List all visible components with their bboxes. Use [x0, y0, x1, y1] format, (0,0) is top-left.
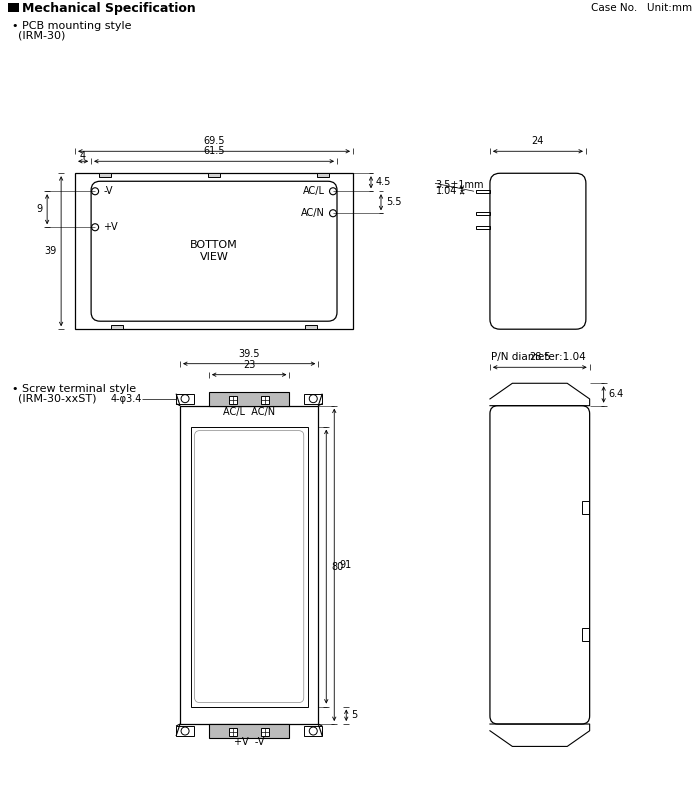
Text: • Screw terminal style: • Screw terminal style: [12, 384, 136, 394]
Text: 6.4: 6.4: [608, 389, 624, 400]
Bar: [208, 173, 220, 177]
Bar: [305, 325, 317, 329]
Text: 23: 23: [243, 360, 256, 370]
Text: 80: 80: [331, 562, 344, 571]
Text: AC/L: AC/L: [303, 186, 325, 197]
Bar: [304, 394, 322, 403]
Text: BOTTOM
VIEW: BOTTOM VIEW: [190, 240, 238, 262]
Bar: [582, 501, 589, 514]
Text: -V: -V: [103, 186, 113, 197]
Text: 39: 39: [44, 246, 56, 256]
Text: P/N diameter:1.04: P/N diameter:1.04: [491, 352, 585, 362]
Text: 4-φ3.4: 4-φ3.4: [111, 394, 142, 403]
Bar: [229, 396, 237, 403]
Bar: [209, 392, 289, 406]
Text: 61.5: 61.5: [203, 146, 225, 157]
Bar: [180, 406, 318, 724]
Bar: [8, 3, 19, 12]
Text: +V: +V: [103, 222, 118, 233]
Text: 5: 5: [351, 710, 358, 720]
Text: +V  -V: +V -V: [234, 737, 265, 747]
Bar: [209, 724, 289, 738]
Bar: [176, 726, 194, 736]
Text: 69.5: 69.5: [203, 137, 225, 146]
Text: 9: 9: [36, 205, 42, 214]
Text: 28.5: 28.5: [529, 352, 551, 362]
Bar: [582, 628, 589, 642]
Bar: [317, 173, 329, 177]
Bar: [176, 394, 194, 403]
Text: 4: 4: [80, 151, 86, 161]
Text: 91: 91: [340, 560, 351, 570]
Text: AC/L  AC/N: AC/L AC/N: [223, 407, 275, 416]
Bar: [190, 427, 308, 706]
Text: 39.5: 39.5: [239, 348, 260, 359]
Bar: [261, 396, 270, 403]
Text: 3.5±1mm: 3.5±1mm: [435, 181, 484, 190]
Bar: [111, 325, 123, 329]
Bar: [476, 212, 490, 215]
Text: (IRM-30): (IRM-30): [18, 30, 66, 40]
Bar: [75, 173, 353, 329]
Text: 4.5: 4.5: [376, 177, 391, 187]
Bar: [261, 728, 270, 736]
Bar: [229, 728, 237, 736]
Text: • PCB mounting style: • PCB mounting style: [12, 22, 132, 31]
Text: 5.5: 5.5: [386, 197, 402, 207]
Bar: [304, 726, 322, 736]
Bar: [99, 173, 111, 177]
Text: Mechanical Specification: Mechanical Specification: [22, 2, 196, 15]
Bar: [476, 189, 490, 193]
Text: 24: 24: [532, 137, 544, 146]
Text: AC/N: AC/N: [301, 209, 325, 218]
Bar: [476, 226, 490, 229]
Text: (IRM-30-xxST): (IRM-30-xxST): [18, 393, 97, 403]
Text: Case No.   Unit:mm: Case No. Unit:mm: [591, 3, 692, 14]
Text: 1.04: 1.04: [435, 186, 457, 197]
